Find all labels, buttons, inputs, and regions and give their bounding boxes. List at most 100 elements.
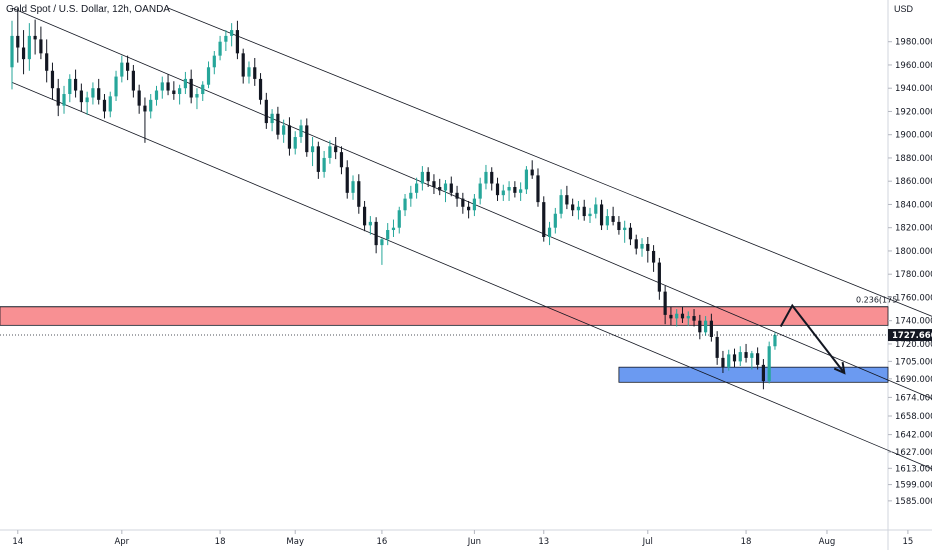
candle[interactable] bbox=[455, 185, 459, 207]
candle[interactable] bbox=[258, 73, 263, 105]
candle[interactable] bbox=[85, 91, 89, 115]
candle[interactable] bbox=[287, 117, 292, 156]
candle[interactable] bbox=[582, 199, 586, 221]
candle[interactable] bbox=[114, 70, 118, 101]
candle[interactable] bbox=[507, 181, 511, 201]
candle[interactable] bbox=[732, 348, 737, 368]
candle[interactable] bbox=[16, 8, 20, 63]
candle[interactable] bbox=[715, 331, 719, 365]
candle[interactable] bbox=[45, 39, 49, 83]
candle[interactable] bbox=[692, 309, 696, 327]
candle[interactable] bbox=[727, 349, 731, 371]
candle[interactable] bbox=[669, 306, 673, 326]
candle[interactable] bbox=[403, 193, 407, 217]
candle[interactable] bbox=[709, 313, 713, 342]
candle[interactable] bbox=[386, 223, 390, 246]
candle[interactable] bbox=[519, 182, 523, 201]
candle[interactable] bbox=[334, 137, 338, 160]
candle[interactable] bbox=[490, 167, 494, 191]
candle[interactable] bbox=[686, 311, 690, 326]
candle[interactable] bbox=[513, 181, 517, 198]
channel-middle-line[interactable] bbox=[11, 7, 932, 425]
candle[interactable] bbox=[149, 94, 153, 119]
support-zone[interactable] bbox=[618, 366, 889, 383]
projection-path[interactable] bbox=[779, 303, 846, 374]
candle[interactable] bbox=[270, 109, 274, 132]
candle[interactable] bbox=[605, 209, 609, 231]
candle[interactable] bbox=[160, 76, 164, 99]
candle[interactable] bbox=[178, 84, 182, 105]
candle[interactable] bbox=[415, 177, 419, 199]
candle[interactable] bbox=[328, 140, 332, 164]
candle[interactable] bbox=[634, 234, 638, 255]
candle[interactable] bbox=[97, 78, 101, 105]
candle[interactable] bbox=[495, 177, 500, 201]
candle[interactable] bbox=[391, 219, 396, 237]
candle[interactable] bbox=[443, 180, 448, 203]
candle[interactable] bbox=[576, 200, 581, 220]
candle[interactable] bbox=[282, 119, 286, 143]
candle[interactable] bbox=[212, 51, 216, 75]
candle[interactable] bbox=[467, 200, 471, 219]
candle[interactable] bbox=[305, 118, 309, 157]
candle[interactable] bbox=[299, 119, 303, 143]
candle[interactable] bbox=[310, 137, 315, 167]
candle[interactable] bbox=[594, 197, 598, 219]
candle[interactable] bbox=[374, 217, 378, 254]
candle[interactable] bbox=[235, 20, 240, 60]
candle[interactable] bbox=[241, 48, 245, 84]
candle[interactable] bbox=[565, 185, 569, 210]
candle[interactable] bbox=[397, 206, 401, 234]
candle[interactable] bbox=[362, 200, 367, 232]
candle[interactable] bbox=[599, 199, 604, 231]
candle[interactable] bbox=[438, 178, 442, 196]
candle[interactable] bbox=[201, 81, 205, 101]
candle[interactable] bbox=[322, 150, 326, 178]
candle[interactable] bbox=[73, 69, 78, 98]
candle[interactable] bbox=[143, 97, 147, 143]
candle[interactable] bbox=[767, 341, 771, 384]
resistance-zone[interactable] bbox=[0, 306, 889, 326]
candle[interactable] bbox=[657, 257, 661, 300]
candle[interactable] bbox=[461, 192, 465, 214]
candle[interactable] bbox=[646, 236, 650, 263]
candle[interactable] bbox=[10, 20, 14, 90]
candle[interactable] bbox=[611, 206, 615, 226]
candle[interactable] bbox=[195, 88, 199, 110]
candle[interactable] bbox=[206, 61, 211, 89]
candle[interactable] bbox=[501, 184, 505, 201]
candle[interactable] bbox=[264, 92, 268, 129]
candle[interactable] bbox=[744, 343, 748, 363]
candle[interactable] bbox=[721, 350, 725, 373]
candle[interactable] bbox=[27, 23, 31, 71]
candle[interactable] bbox=[530, 160, 534, 179]
candle[interactable] bbox=[426, 167, 430, 188]
candle[interactable] bbox=[183, 71, 187, 95]
candle[interactable] bbox=[651, 245, 656, 272]
candle[interactable] bbox=[536, 168, 540, 207]
candle[interactable] bbox=[756, 347, 760, 370]
candle[interactable] bbox=[56, 78, 60, 117]
candle[interactable] bbox=[617, 216, 621, 235]
candle[interactable] bbox=[368, 216, 372, 235]
candle[interactable] bbox=[120, 55, 124, 83]
candle[interactable] bbox=[432, 174, 436, 194]
candle[interactable] bbox=[704, 316, 708, 336]
candle[interactable] bbox=[680, 306, 685, 324]
candle[interactable] bbox=[247, 61, 251, 84]
candle[interactable] bbox=[761, 359, 765, 390]
candle[interactable] bbox=[542, 196, 546, 242]
candle[interactable] bbox=[524, 166, 529, 194]
candle[interactable] bbox=[62, 85, 66, 114]
candle[interactable] bbox=[553, 207, 557, 234]
candle[interactable] bbox=[478, 177, 482, 205]
channel-lower-line[interactable] bbox=[11, 82, 932, 495]
candle[interactable] bbox=[351, 175, 355, 200]
candle[interactable] bbox=[108, 91, 112, 118]
candle[interactable] bbox=[339, 146, 344, 175]
candle[interactable] bbox=[449, 176, 453, 197]
candle[interactable] bbox=[380, 238, 384, 265]
candle[interactable] bbox=[230, 23, 234, 47]
candle[interactable] bbox=[640, 238, 644, 257]
